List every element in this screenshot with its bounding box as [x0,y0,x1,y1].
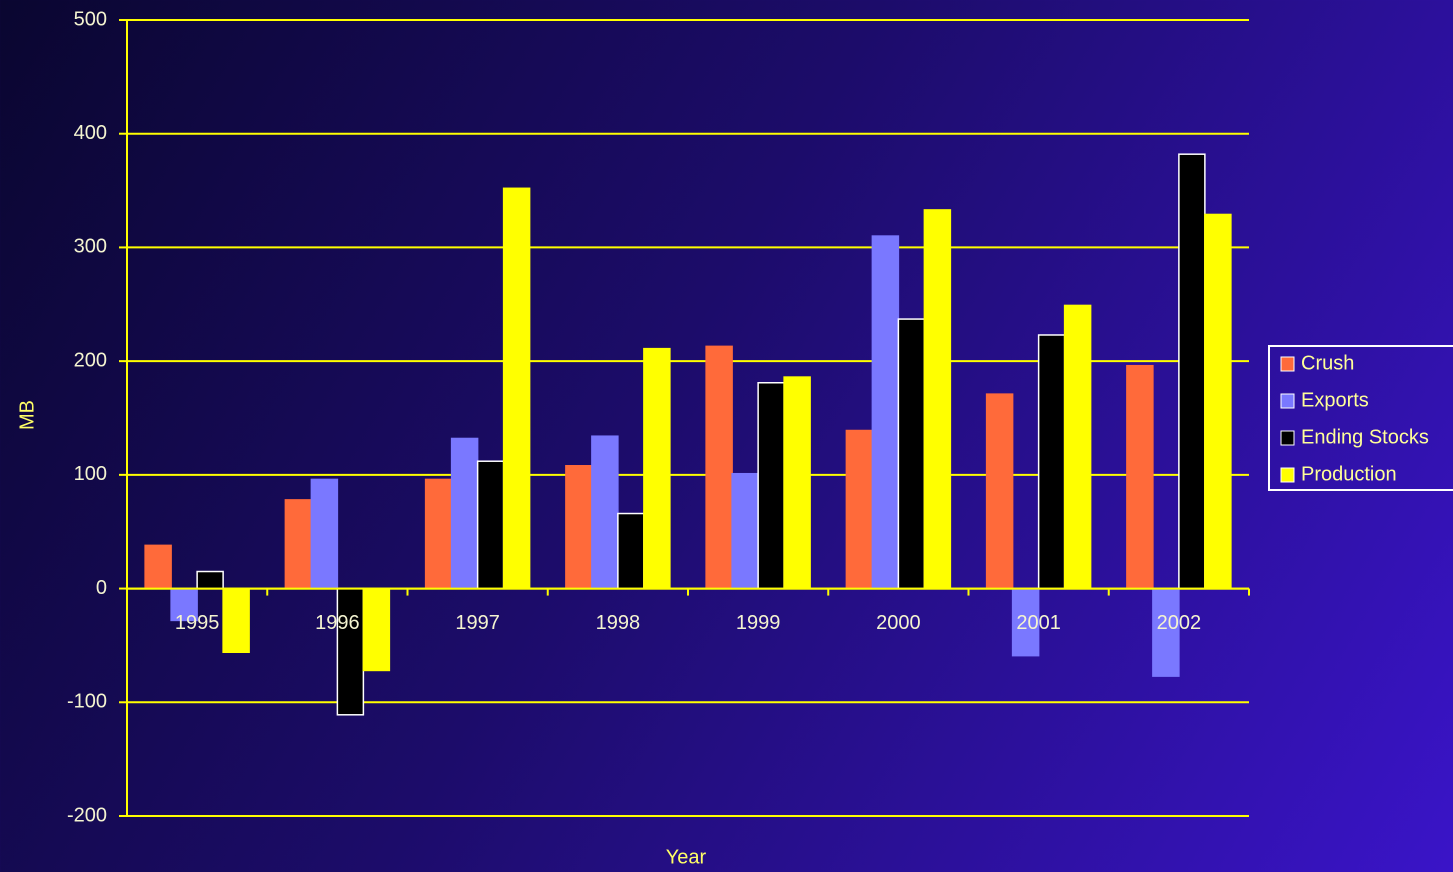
bar [284,499,313,590]
y-tick-label: 300 [74,236,107,258]
legend-label: Exports [1301,389,1369,411]
bar [757,381,785,590]
x-axis-label: Year [666,846,707,868]
bar [1126,364,1154,590]
bar [196,570,224,590]
x-tick-label: 1998 [596,612,641,634]
bar [783,376,811,590]
bar [731,472,759,590]
bar [1063,304,1092,590]
bar [871,235,900,590]
bar [450,437,479,590]
bar [617,512,645,590]
y-axis-label: MB [16,400,38,430]
bar [643,347,671,590]
y-tick-label: 200 [74,349,107,371]
x-tick-label: 1997 [455,612,500,634]
legend-swatch [1280,467,1295,483]
bar [985,393,1014,590]
legend-swatch [1280,393,1295,409]
bar [1178,153,1206,590]
y-tick-label: 400 [74,122,107,144]
bar [591,435,619,590]
bar [897,318,926,590]
y-tick-label: 100 [74,463,107,485]
bar [310,478,339,590]
bar [170,587,198,622]
legend-label: Crush [1301,352,1354,374]
x-tick-label: 2000 [876,612,921,634]
y-tick-label: 0 [96,577,107,599]
y-tick-label: 500 [74,8,107,30]
bar [845,429,874,590]
bar [1204,213,1232,590]
bar [476,460,505,590]
bar [565,465,593,590]
bar [336,587,365,716]
bar [1037,334,1066,590]
bar [1011,587,1040,657]
legend-label: Ending Stocks [1301,426,1429,448]
legend-label: Production [1301,463,1397,485]
x-tick-label: 1996 [315,612,360,634]
y-tick-label: -100 [67,691,107,713]
y-tick-label: -200 [67,804,107,826]
x-tick-label: 1999 [736,612,781,634]
x-tick-label: 2002 [1157,612,1202,634]
bar [424,478,453,590]
bar [222,587,250,654]
bar [362,587,391,672]
x-tick-label: 1995 [175,612,220,634]
bar [502,187,531,590]
bar [705,345,733,590]
bar [144,544,172,590]
legend-swatch [1280,430,1295,446]
bar [923,209,952,590]
x-tick-label: 2001 [1016,612,1061,634]
legend-swatch [1280,356,1295,372]
legend-box [1268,345,1453,491]
